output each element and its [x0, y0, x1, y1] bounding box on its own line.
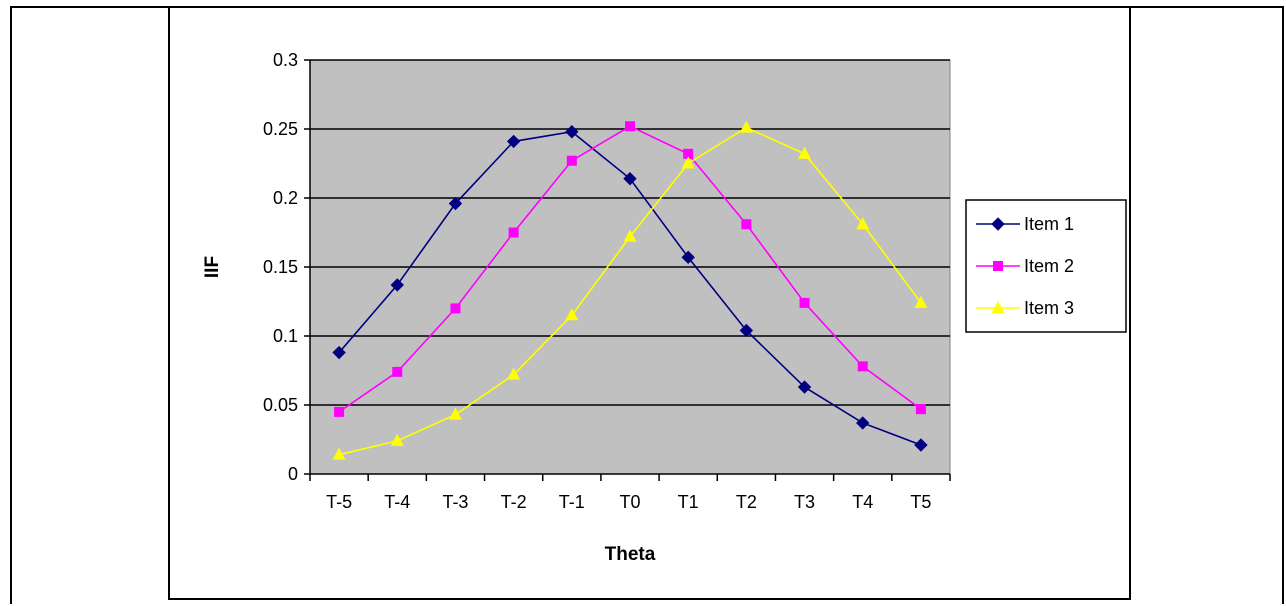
- data-point: [332, 447, 346, 460]
- y-tick-label: 0.15: [263, 257, 298, 277]
- series-3: [332, 120, 928, 460]
- data-point: [625, 121, 635, 132]
- y-tick-label: 0.1: [273, 326, 298, 346]
- legend-label: Item 1: [1024, 214, 1074, 234]
- data-point: [390, 433, 404, 446]
- y-tick-label: 0: [288, 464, 298, 484]
- data-point: [856, 416, 870, 430]
- y-tick-label: 0.3: [273, 50, 298, 70]
- data-point: [797, 380, 812, 394]
- legend-entry: Item 2: [976, 256, 1074, 276]
- x-tick-label: T0: [619, 492, 640, 512]
- data-point: [392, 366, 403, 377]
- series-1: [332, 125, 928, 452]
- data-point: [914, 295, 928, 308]
- series-2: [334, 121, 926, 417]
- data-point: [623, 229, 637, 242]
- data-point: [739, 323, 754, 338]
- data-point: [332, 345, 346, 360]
- data-point: [856, 217, 870, 230]
- legend-marker: [993, 261, 1003, 271]
- legend-marker: [991, 217, 1005, 231]
- x-tick-label: T5: [910, 492, 931, 512]
- x-tick-label: T2: [736, 492, 757, 512]
- data-point: [681, 250, 695, 265]
- data-point: [506, 134, 521, 149]
- data-point: [507, 367, 521, 380]
- data-point: [448, 196, 463, 211]
- data-point: [508, 227, 519, 238]
- data-point: [448, 407, 462, 420]
- legend-entry: Item 3: [976, 298, 1074, 318]
- data-point: [565, 308, 579, 321]
- data-point: [450, 303, 461, 314]
- x-tick-label: T1: [678, 492, 699, 512]
- x-tick-label: T3: [794, 492, 815, 512]
- x-tick-label: T-3: [442, 492, 468, 512]
- x-tick-label: T-5: [326, 492, 352, 512]
- data-point: [741, 219, 752, 230]
- x-tick-label: T-2: [501, 492, 527, 512]
- y-axis-title: IIF: [202, 256, 223, 278]
- legend-label: Item 3: [1024, 298, 1074, 318]
- series-group: [332, 120, 928, 460]
- y-tick-label: 0.25: [263, 119, 298, 139]
- legend: Item 1 Item 2 Item 3: [965, 199, 1127, 333]
- data-point: [390, 278, 404, 292]
- data-point: [623, 171, 637, 186]
- x-tick-label: T-1: [559, 492, 585, 512]
- data-point: [799, 297, 810, 308]
- data-point: [681, 156, 695, 169]
- data-point: [857, 361, 868, 372]
- data-point: [739, 120, 753, 133]
- data-point: [914, 438, 928, 452]
- data-point: [798, 146, 812, 159]
- y-tick-label: 0.05: [263, 395, 298, 415]
- data-point: [566, 155, 577, 166]
- data-point: [565, 125, 579, 139]
- x-axis-title: Theta: [605, 544, 656, 565]
- data-point: [334, 406, 345, 417]
- data-point: [915, 404, 926, 415]
- y-tick-label: 0.2: [273, 188, 298, 208]
- data-point: [683, 148, 694, 159]
- x-tick-label: T4: [852, 492, 873, 512]
- legend-label: Item 2: [1024, 256, 1074, 276]
- legend-entry: Item 1: [976, 214, 1074, 234]
- axes: 0 0.05 0.1 0.15 0.2 0.25 0.3 T-5 T-4 T-3 T-2 T-1 T0 T…: [263, 50, 951, 512]
- legend-marker: [991, 301, 1005, 313]
- x-tick-label: T-4: [384, 492, 410, 512]
